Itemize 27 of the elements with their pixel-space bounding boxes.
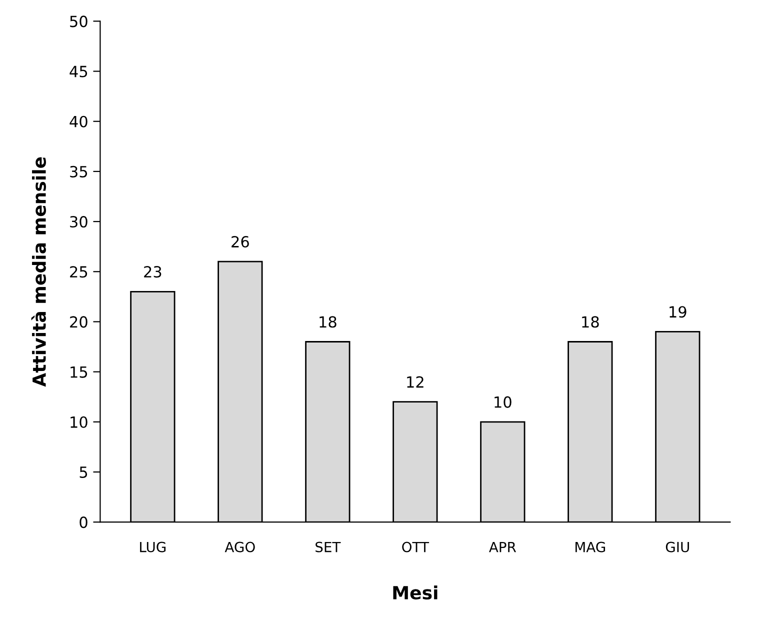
y-tick-label: 15 — [70, 366, 88, 378]
y-tick-label: 5 — [80, 466, 88, 478]
y-tick-label: 20 — [70, 316, 88, 328]
y-tick-label: 40 — [70, 116, 88, 128]
y-tick-label: 35 — [70, 166, 88, 178]
y-tick-label: 50 — [70, 16, 88, 28]
data-label: 23 — [144, 266, 162, 278]
x-axis-title: Mesi — [393, 586, 438, 600]
data-label: 12 — [407, 376, 424, 388]
y-tick-label: 10 — [70, 416, 88, 428]
x-tick-label: SET — [316, 542, 341, 552]
data-label: 19 — [670, 306, 686, 318]
x-tick-label: OTT — [402, 542, 430, 552]
data-label: 26 — [232, 236, 249, 248]
x-tick-label: GIU — [666, 542, 689, 552]
y-tick-label: 45 — [70, 66, 88, 78]
y-tick-label: 25 — [70, 266, 88, 278]
x-tick-label: LUG — [140, 542, 166, 552]
y-tick-label: 0 — [80, 516, 88, 528]
data-label: 10 — [494, 396, 512, 408]
x-tick-label: AGO — [224, 542, 255, 552]
x-tick-label: APR — [489, 542, 516, 552]
x-tick-label: MAG — [576, 542, 606, 552]
y-tick-label: 30 — [70, 216, 88, 228]
y-axis-title: Attività media mensile — [31, 157, 46, 387]
data-label: 18 — [582, 316, 599, 328]
data-label: 18 — [320, 316, 336, 328]
